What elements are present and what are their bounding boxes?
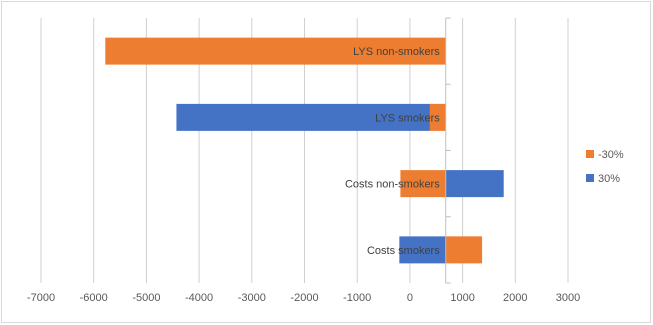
legend-label-0: -30% xyxy=(598,149,624,161)
legend-swatch-1 xyxy=(586,174,594,182)
x-tick-label--3000: -3000 xyxy=(238,292,266,304)
x-tick-label-0: 0 xyxy=(407,292,413,304)
x-tick-label-3000: 3000 xyxy=(556,292,580,304)
x-tick-label-1000: 1000 xyxy=(450,292,474,304)
x-tick-label--4000: -4000 xyxy=(185,292,213,304)
legend: -30% 30% xyxy=(586,149,624,185)
gridlines xyxy=(40,18,569,283)
x-tick-label--5000: -5000 xyxy=(132,292,160,304)
bar-lys-smokers-series-0 xyxy=(429,103,446,131)
category-labels: Costs smokers Costs non-smokers LYS smoker… xyxy=(345,46,440,257)
x-axis-tick-labels: -7000 -6000 -5000 -4000 -3000 -2000 -1000 0 1000… xyxy=(27,292,580,304)
bar-costs-smokers-series-1 xyxy=(399,236,446,264)
bar-lys-non-smokers-series-0 xyxy=(105,37,446,65)
x-tick-label-2000: 2000 xyxy=(503,292,527,304)
x-tick-label--7000: -7000 xyxy=(27,292,55,304)
category-label-lys-non-smokers: LYS non-smokers xyxy=(353,46,440,58)
x-tick-label--2000: -2000 xyxy=(290,292,318,304)
bar-costs-non-smokers-series-1 xyxy=(445,170,504,198)
category-label-costs-non-smokers: Costs non-smokers xyxy=(345,179,440,191)
bar-lys-smokers-series-1 xyxy=(176,103,430,131)
bars xyxy=(105,37,504,264)
category-label-lys-smokers: LYS smokers xyxy=(375,112,440,124)
bar-costs-non-smokers-series-0 xyxy=(400,170,446,198)
bar-costs-smokers-series-0 xyxy=(445,236,483,264)
legend-swatch-0 xyxy=(586,150,594,158)
category-axis xyxy=(445,17,451,284)
category-label-costs-smokers: Costs smokers xyxy=(367,245,440,257)
x-tick-label--1000: -1000 xyxy=(343,292,371,304)
x-tick-label--6000: -6000 xyxy=(80,292,108,304)
legend-label-1: 30% xyxy=(598,173,620,185)
